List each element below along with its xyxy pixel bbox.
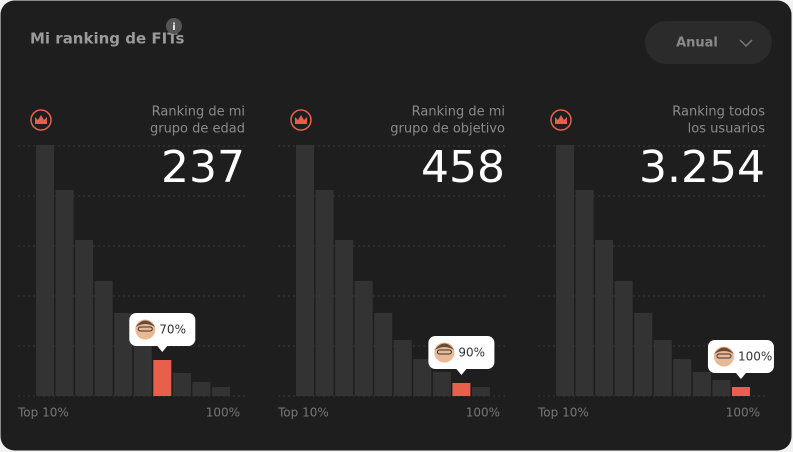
bar <box>595 240 614 396</box>
bar <box>634 313 653 396</box>
bar <box>36 145 54 396</box>
bar <box>55 190 74 396</box>
bar <box>432 372 451 396</box>
panel-title: Ranking de mi <box>412 105 505 120</box>
avatar-glasses <box>436 349 452 355</box>
tooltip-label: 90% <box>458 346 485 360</box>
chevron <box>739 39 753 48</box>
bar <box>354 281 373 396</box>
bar <box>192 382 211 396</box>
tooltip-label: 100% <box>738 350 772 364</box>
rank-value: 237 <box>161 142 245 193</box>
info-icon[interactable] <box>166 18 182 34</box>
bar <box>315 190 334 396</box>
crown-badge <box>30 109 52 131</box>
bar <box>296 145 314 396</box>
bar <box>393 340 412 396</box>
bar <box>692 372 711 396</box>
crown <box>555 115 567 124</box>
avatar-hair <box>434 343 455 350</box>
card-title: Mi ranking de FITs <box>30 30 184 48</box>
bar <box>575 190 594 396</box>
bar <box>75 240 94 396</box>
rank-value: 458 <box>421 142 505 193</box>
panel-title: grupo de objetivo <box>390 122 505 137</box>
avatar-hair <box>135 320 156 327</box>
avatar-glasses <box>137 326 153 332</box>
x-label-end: 100% <box>726 406 760 420</box>
rank-value: 3.254 <box>639 142 765 193</box>
highlight-bar <box>452 383 471 396</box>
x-label-end: 100% <box>466 406 500 420</box>
bar <box>653 340 672 396</box>
info-text: i <box>172 22 175 33</box>
bar <box>614 281 633 396</box>
avatar-glasses <box>716 353 732 359</box>
bar <box>133 334 152 396</box>
bar <box>374 313 393 396</box>
bar <box>556 145 574 396</box>
crown-badge <box>290 109 312 131</box>
bar <box>94 281 113 396</box>
crown <box>35 115 47 124</box>
panel-title: Ranking todos <box>672 105 765 120</box>
x-label-end: 100% <box>206 406 240 420</box>
period-dropdown[interactable] <box>645 21 772 64</box>
x-label-start: Top 10% <box>17 406 69 420</box>
panel-title: grupo de edad <box>150 122 245 137</box>
bar <box>335 240 354 396</box>
bar <box>673 359 692 396</box>
period-text: Anual <box>676 36 718 51</box>
tooltip-label: 70% <box>159 323 186 337</box>
highlight-bar <box>153 360 172 396</box>
crown <box>295 115 307 124</box>
bar <box>471 387 490 396</box>
x-label-start: Top 10% <box>537 406 589 420</box>
avatar-hair <box>713 347 734 354</box>
highlight-bar <box>731 387 750 396</box>
bar <box>413 359 432 396</box>
bar <box>712 380 731 396</box>
panel-title: Ranking de mi <box>152 105 245 120</box>
panel-title: los usuarios <box>688 122 766 137</box>
tooltip-pointer <box>157 346 168 352</box>
bar <box>172 373 191 396</box>
bar <box>211 387 230 396</box>
x-label-start: Top 10% <box>277 406 329 420</box>
tooltip-pointer <box>735 373 746 379</box>
crown-badge <box>550 109 572 131</box>
tooltip-pointer <box>456 369 467 375</box>
bar <box>114 313 133 396</box>
